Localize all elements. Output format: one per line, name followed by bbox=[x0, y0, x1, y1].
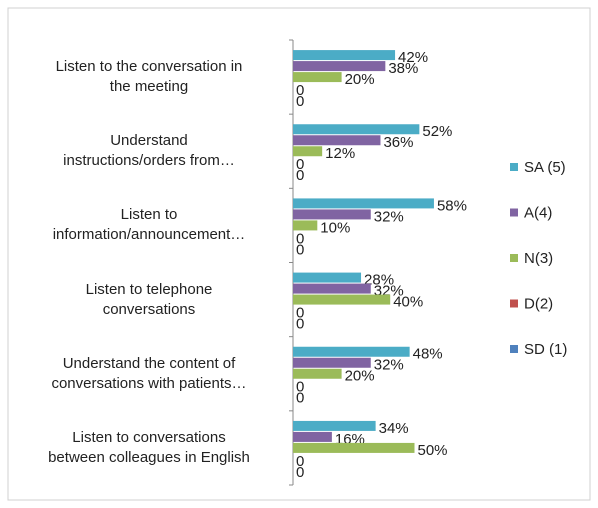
bar bbox=[293, 124, 420, 135]
data-label: 20% bbox=[345, 71, 375, 88]
bar bbox=[293, 431, 332, 442]
data-label: 28% bbox=[364, 272, 394, 289]
bar bbox=[293, 283, 371, 294]
data-label: 0 bbox=[296, 390, 304, 407]
bar bbox=[293, 50, 396, 61]
data-label: 0 bbox=[296, 156, 304, 173]
category-label: Listen to conversations between colleagu… bbox=[48, 428, 250, 466]
data-label: 0 bbox=[296, 453, 304, 470]
data-label: 40% bbox=[393, 294, 423, 311]
data-label: 0 bbox=[296, 241, 304, 258]
data-label: 42% bbox=[398, 49, 428, 66]
bar bbox=[293, 272, 362, 283]
data-label: 34% bbox=[379, 420, 409, 437]
legend-swatch bbox=[510, 299, 518, 308]
legend-label: A(4) bbox=[524, 204, 552, 221]
data-label: 0 bbox=[296, 379, 304, 396]
category-label: Listen to telephone conversations bbox=[85, 280, 213, 318]
data-label: 0 bbox=[296, 167, 304, 184]
legend-label: D(2) bbox=[524, 295, 553, 312]
data-label: 0 bbox=[296, 464, 304, 481]
category-label: Listen to the conversation in the meetin… bbox=[55, 58, 243, 96]
data-label: 38% bbox=[388, 60, 418, 77]
bar bbox=[293, 346, 410, 357]
data-label: 0 bbox=[296, 93, 304, 110]
data-label: 36% bbox=[383, 134, 413, 151]
data-label: 20% bbox=[345, 368, 375, 385]
bar bbox=[293, 368, 342, 379]
bar bbox=[293, 209, 371, 220]
data-label: 58% bbox=[437, 197, 467, 214]
legend-label: SA (5) bbox=[524, 159, 566, 176]
data-label: 50% bbox=[418, 442, 448, 459]
category-label: Understand the content of conversations … bbox=[51, 354, 247, 392]
legend-swatch bbox=[510, 163, 518, 171]
data-label: 12% bbox=[325, 145, 355, 162]
legend-swatch bbox=[510, 208, 518, 217]
bar bbox=[293, 220, 318, 231]
data-label: 32% bbox=[374, 357, 404, 374]
bar bbox=[293, 146, 323, 157]
legend-label: SD (1) bbox=[524, 341, 567, 358]
data-label: 10% bbox=[320, 219, 350, 236]
bar bbox=[293, 135, 381, 146]
bar bbox=[293, 198, 434, 209]
data-label: 0 bbox=[296, 316, 304, 333]
data-label: 32% bbox=[374, 208, 404, 225]
category-label: Listen to information/announcement… bbox=[52, 206, 246, 244]
data-label: 0 bbox=[296, 82, 304, 99]
data-label: 0 bbox=[296, 305, 304, 322]
chart-border bbox=[7, 7, 591, 501]
bar bbox=[293, 357, 371, 368]
legend-label: N(3) bbox=[524, 250, 553, 267]
bar bbox=[293, 420, 376, 431]
legend-swatch bbox=[510, 345, 518, 353]
data-label: 52% bbox=[422, 123, 452, 140]
data-label: 48% bbox=[413, 346, 443, 363]
bar bbox=[293, 442, 415, 453]
legend-swatch bbox=[510, 254, 518, 262]
data-label: 0 bbox=[296, 230, 304, 247]
bar bbox=[293, 61, 386, 72]
category-label: Understand instructions/orders from… bbox=[63, 132, 235, 170]
bar bbox=[293, 72, 342, 83]
bar bbox=[293, 294, 391, 305]
